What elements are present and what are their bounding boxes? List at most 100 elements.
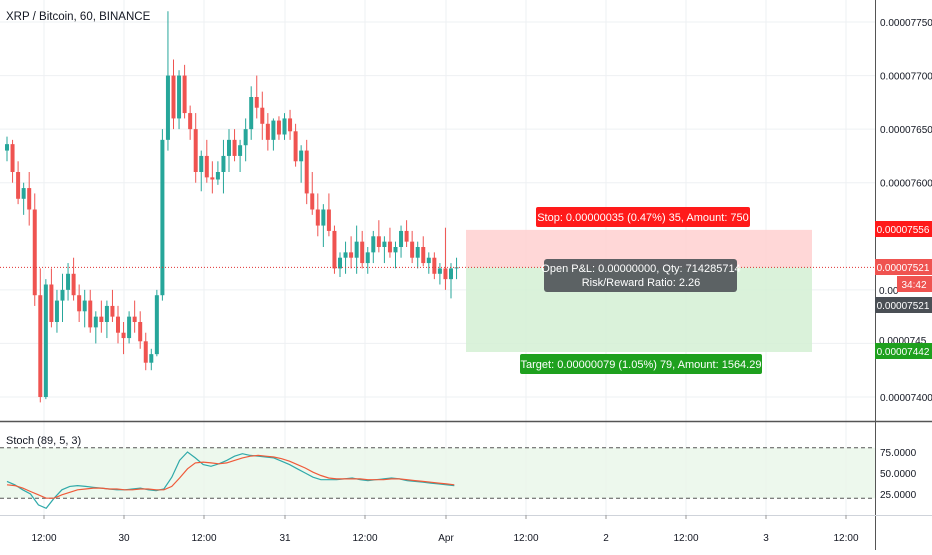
stoch-tick-label: 50.0000	[880, 469, 917, 480]
candle-body	[349, 252, 354, 258]
time-tick-label: 12:00	[673, 533, 698, 544]
candle-body	[132, 316, 137, 322]
candle-body	[254, 97, 259, 108]
candle-body	[421, 247, 426, 264]
price-tick-label: 0.00007700	[880, 72, 932, 83]
candle-body	[232, 139, 237, 156]
price-tick-label: 0.00007600	[880, 179, 932, 190]
candle-body	[165, 75, 170, 140]
candle-body	[393, 247, 398, 253]
candle-body	[276, 120, 281, 135]
candle-body	[49, 284, 54, 322]
candle-body	[221, 155, 226, 172]
candle-body	[16, 172, 21, 199]
candle-body	[21, 188, 26, 199]
target-badge-label: Target: 0.00000079 (1.05%) 79, Amount: 1…	[521, 359, 762, 371]
candle-body	[204, 155, 209, 178]
time-tick-label: 3	[763, 533, 769, 544]
candle-body	[249, 97, 254, 130]
stoch-tick-label: 75.0000	[880, 448, 917, 459]
time-tick-label: 30	[118, 533, 130, 544]
stop-badge-label: Stop: 0.00000035 (0.47%) 35, Amount: 750	[537, 212, 749, 224]
candle-body	[437, 268, 442, 274]
candle-body	[376, 236, 381, 247]
candle-body	[99, 316, 104, 322]
symbol-title: XRP / Bitcoin, 60, BINANCE	[6, 11, 151, 23]
stoch-d-line	[6, 454, 455, 499]
candle-body	[110, 305, 115, 317]
time-tick-label: 12:00	[31, 533, 56, 544]
time-tick-label: 12:00	[833, 533, 858, 544]
stoch-label: Stoch (89, 5, 3)	[6, 435, 81, 447]
candle-body	[177, 75, 182, 119]
candle-body	[127, 316, 132, 339]
candle-body	[360, 241, 365, 264]
candle-body	[326, 209, 331, 231]
candle-body	[271, 120, 276, 140]
candlestick-series	[5, 11, 459, 403]
candle-body	[415, 247, 420, 258]
candle-body	[138, 322, 143, 342]
candle-body	[104, 305, 109, 322]
pnl-box[interactable]: Open P&L: 0.00000000, Qty: 714285714 Ris…	[541, 259, 741, 292]
candle-body	[149, 354, 154, 363]
candle-body	[193, 129, 198, 172]
candle-body	[404, 230, 409, 242]
candle-body	[260, 107, 265, 124]
candle-body	[387, 241, 392, 253]
svg-text:0.00007521: 0.00007521	[877, 263, 930, 274]
time-tick-label: 12:00	[513, 533, 538, 544]
candle-body	[77, 295, 82, 312]
candle-body	[199, 155, 204, 172]
candle-body	[121, 332, 126, 339]
candle-body	[54, 300, 59, 322]
candle-body	[454, 267, 459, 269]
candle-body	[143, 341, 148, 363]
svg-text:0.00007442: 0.00007442	[877, 347, 930, 358]
time-tick-label: 12:00	[191, 533, 216, 544]
svg-text:0.00007556: 0.00007556	[877, 225, 930, 236]
stoch-tick-label: 25.0000	[880, 490, 917, 501]
candle-body	[315, 209, 320, 226]
entry-price-tag: 0.00007521	[875, 297, 932, 313]
price-scale-partial-label-2: 0.0000745	[879, 336, 927, 347]
svg-text:34:42: 34:42	[901, 280, 926, 291]
candle-body	[43, 284, 48, 397]
candle-body	[71, 273, 76, 296]
time-tick-label: 31	[279, 533, 291, 544]
time-tick-label: 12:00	[352, 533, 377, 544]
target-badge[interactable]: Target: 0.00000079 (1.05%) 79, Amount: 1…	[520, 354, 762, 374]
candle-body	[93, 316, 98, 328]
candle-body	[354, 241, 359, 258]
time-scale[interactable]: 12:00 30 12:00 31 12:00 Apr 12:00 2 12:00 3 12:00	[31, 515, 859, 544]
candle-body	[321, 209, 326, 226]
price-scale[interactable]: 0.00007750 0.00007700 0.00007650 0.00007600…	[880, 18, 932, 501]
candle-body	[371, 236, 376, 253]
candle-body	[310, 193, 315, 210]
candle-body	[116, 316, 120, 333]
price-tick-label: 0.00007750	[880, 18, 932, 29]
candle-body	[60, 289, 65, 301]
candle-body	[171, 75, 176, 119]
candle-body	[449, 268, 453, 280]
stop-price-tag: 0.00007556	[875, 221, 932, 237]
candle-body	[426, 257, 431, 264]
candle-body	[432, 257, 437, 274]
candle-body	[227, 139, 231, 156]
candle-body	[66, 273, 71, 290]
candle-body	[188, 113, 193, 130]
candle-body	[399, 230, 404, 247]
candle-body	[27, 188, 32, 210]
candle-body	[5, 144, 9, 151]
candle-body	[10, 144, 15, 172]
stop-badge[interactable]: Stop: 0.00000035 (0.47%) 35, Amount: 750	[536, 207, 750, 227]
candle-body	[288, 118, 293, 132]
price-tick-label: 0.00007650	[880, 125, 932, 136]
candle-body	[82, 300, 87, 312]
candle-body	[154, 295, 159, 355]
candle-body	[282, 118, 287, 135]
candle-body	[365, 252, 370, 264]
candle-body	[265, 123, 270, 140]
